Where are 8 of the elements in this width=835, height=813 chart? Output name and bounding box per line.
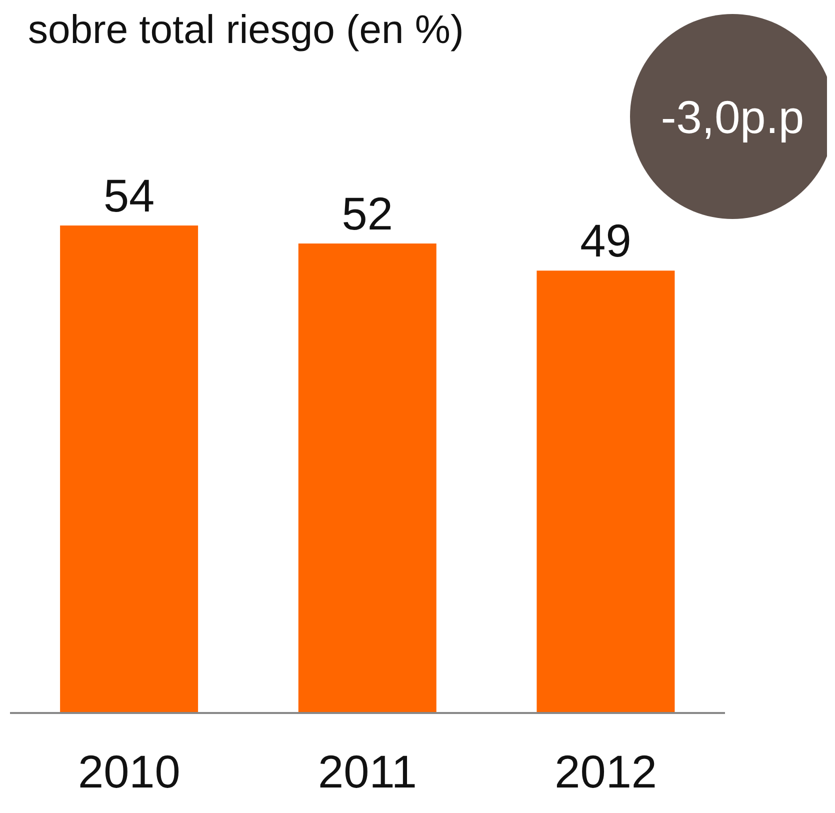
data-label: 49 [580, 214, 632, 267]
data-label: 52 [342, 188, 393, 240]
x-tick-label: 2012 [554, 746, 658, 798]
x-tick-label: 2010 [78, 746, 180, 798]
chart-title: sobre total riesgo (en %) [28, 8, 464, 53]
x-tick-label: 2011 [318, 746, 417, 798]
data-label: 54 [103, 170, 155, 222]
text: -3,0p.p [660, 90, 806, 144]
